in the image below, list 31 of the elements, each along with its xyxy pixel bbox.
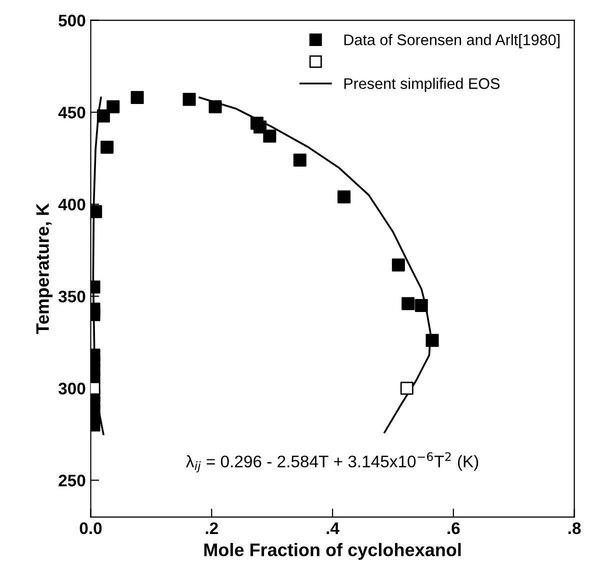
point — [100, 140, 114, 154]
x-tick-label: .6 — [448, 522, 460, 534]
point — [426, 334, 439, 347]
y-tick-label: 500 — [58, 14, 86, 26]
y-tick-label: 300 — [58, 382, 86, 394]
point — [106, 100, 120, 114]
point — [208, 100, 222, 114]
legend-label: Present simplified EOS — [344, 78, 500, 92]
legend-label: Data of Sorensen and Arlt[1980] — [344, 34, 560, 48]
y-tick-label: 350 — [58, 290, 86, 302]
y-tick-label: 450 — [58, 106, 86, 118]
point — [96, 109, 110, 122]
x-tick-label: .2 — [206, 522, 218, 534]
point — [414, 298, 428, 312]
annotation: λ$_{ij}$ = 0.296 - 2.584T + 3.145x10$^{−6}$T$^{2}$ (K) — [186, 452, 478, 472]
x-axis-title: Mole Fraction of cyclohexanol — [204, 543, 461, 560]
point — [182, 92, 196, 106]
y-axis-title: Temperature, K — [36, 203, 53, 334]
y-tick-label: 400 — [58, 198, 86, 210]
y-tick-label: 250 — [58, 474, 86, 486]
point — [130, 91, 144, 104]
x-tick-label: 0.0 — [80, 522, 102, 534]
point — [402, 297, 415, 310]
point — [338, 190, 351, 204]
point — [263, 130, 276, 143]
x-tick-label: .4 — [326, 522, 340, 534]
x-tick-label: .8 — [568, 522, 581, 534]
point — [90, 205, 102, 218]
point — [293, 154, 306, 167]
point — [253, 120, 266, 134]
point — [392, 258, 405, 272]
